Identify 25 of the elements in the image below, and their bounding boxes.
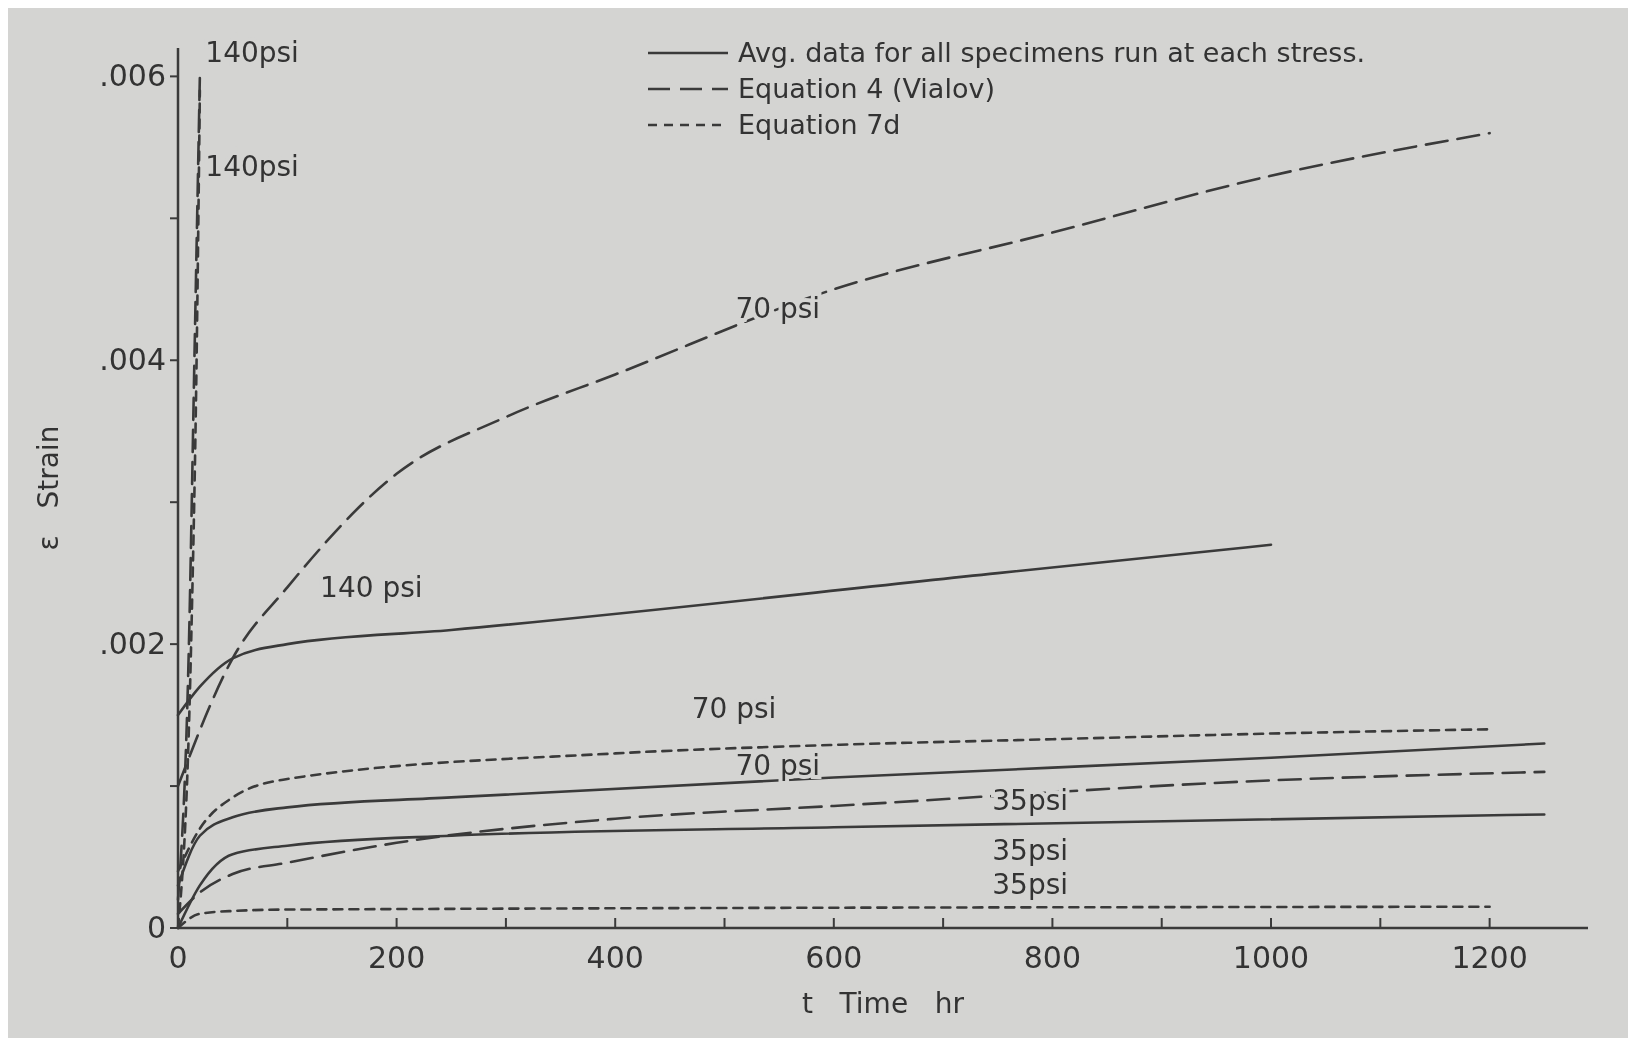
y-tick-label: 0 xyxy=(146,910,166,945)
annotation: 35psi xyxy=(992,867,1069,901)
x-tick-label: 400 xyxy=(586,940,644,975)
x-tick-label: 1000 xyxy=(1232,940,1310,975)
annotation: 70 psi xyxy=(691,691,777,725)
x-tick-label: 800 xyxy=(1023,940,1082,975)
annotation: 140psi xyxy=(205,36,299,70)
x-tick-label: 200 xyxy=(367,940,426,975)
annotation: 35psi xyxy=(992,784,1069,818)
y-tick-label: .006 xyxy=(99,58,166,94)
annotation: 35psi xyxy=(992,833,1069,867)
y-axis-title: ε Strain xyxy=(32,425,65,551)
annotation: 140psi xyxy=(205,149,299,183)
y-tick-label: .002 xyxy=(99,626,166,662)
y-tick-label: .004 xyxy=(99,342,166,378)
legend-label: Equation 4 (Vialov) xyxy=(738,73,995,104)
x-tick-label: 0 xyxy=(168,940,188,975)
annotation: 70 psi xyxy=(735,748,821,782)
legend-label: Avg. data for all specimens run at each stress. xyxy=(738,37,1366,68)
x-tick-label: 1200 xyxy=(1451,940,1528,975)
x-tick-label: 600 xyxy=(805,940,863,975)
annotation: 140 psi xyxy=(320,571,423,605)
annotation: 70 psi xyxy=(735,291,821,325)
x-axis-title: t Time hr xyxy=(801,987,965,1020)
legend-label: Equation 7d xyxy=(738,109,901,140)
